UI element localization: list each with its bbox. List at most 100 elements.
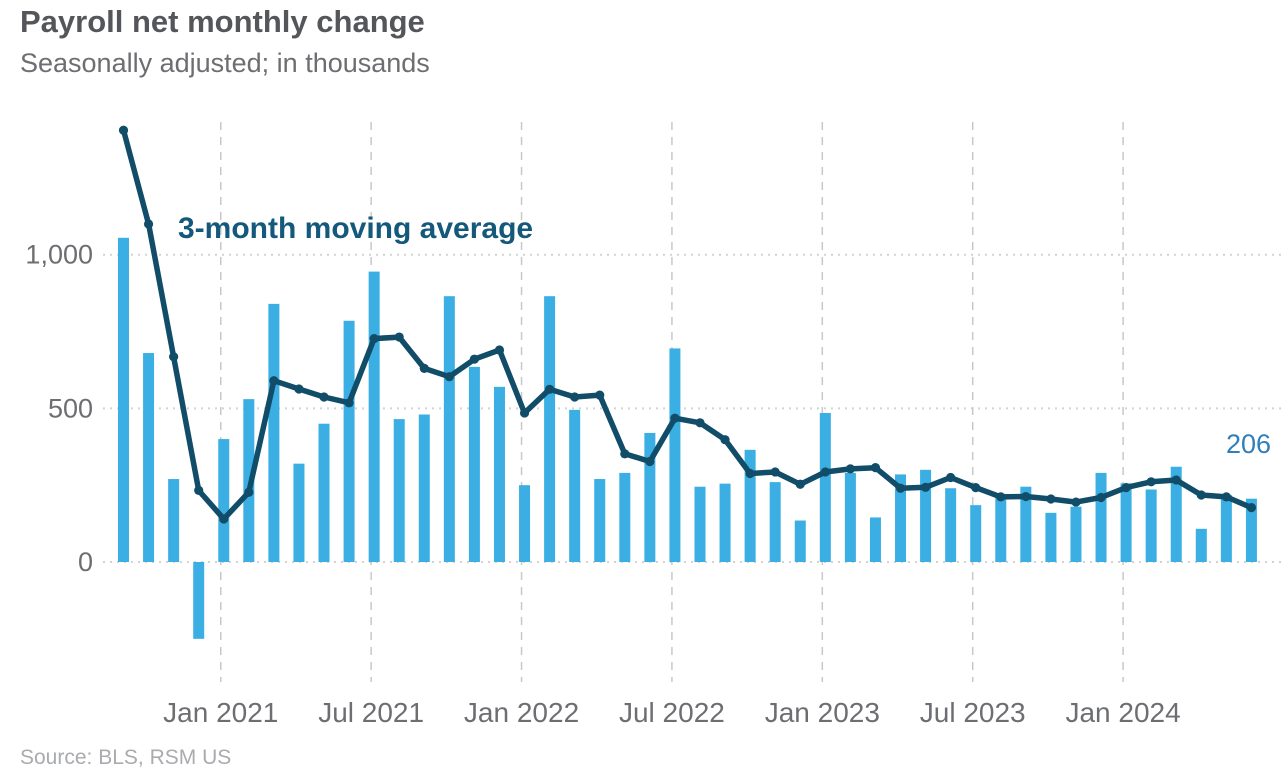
ma-point: [494, 345, 505, 355]
ma-point: [1146, 477, 1156, 487]
bar: [694, 486, 706, 562]
bar: [970, 505, 982, 562]
bar: [844, 472, 856, 562]
bar: [393, 419, 405, 562]
page-title: Payroll net monthly change: [20, 4, 425, 39]
moving-average-annotation: 3-month moving average: [178, 212, 534, 245]
ma-point: [118, 125, 129, 135]
ma-point: [895, 483, 906, 493]
bar: [569, 409, 581, 562]
ma-point: [444, 372, 454, 382]
bar: [118, 237, 129, 562]
ma-point: [670, 413, 680, 423]
bar: [493, 386, 505, 562]
bar: [468, 366, 480, 562]
ma-point: [946, 472, 956, 483]
ma-point: [570, 392, 580, 402]
ma-point: [971, 483, 981, 493]
ma-point: [369, 333, 379, 344]
ma-point: [519, 408, 530, 418]
ma-point: [745, 468, 755, 479]
ma-point: [269, 376, 279, 386]
bar: [368, 271, 380, 562]
bar: [619, 472, 631, 562]
ma-point: [394, 332, 404, 342]
bar: [544, 296, 556, 562]
x-tick-label: Jul 2023: [920, 697, 1026, 728]
bar: [318, 423, 330, 562]
page-subtitle: Seasonally adjusted; in thousands: [20, 48, 430, 78]
bar: [293, 463, 305, 562]
x-tick-label: Jan 2022: [464, 697, 579, 728]
ma-point: [770, 467, 780, 477]
bar: [819, 412, 831, 562]
bar: [744, 449, 756, 562]
ma-point: [294, 384, 304, 394]
ma-point: [720, 435, 730, 445]
ma-point: [419, 363, 429, 374]
bar: [218, 439, 230, 562]
bar: [644, 432, 656, 562]
y-tick-label: 500: [48, 393, 93, 423]
ma-point: [1096, 492, 1106, 503]
bar: [945, 488, 957, 562]
source-note: Source: BLS, RSM US: [20, 746, 232, 769]
bar: [1095, 472, 1107, 562]
ma-point: [595, 390, 605, 400]
bar: [1145, 489, 1157, 562]
ma-point: [620, 449, 630, 459]
ma-point: [1221, 492, 1231, 502]
ma-point: [645, 456, 655, 467]
ma-point: [996, 492, 1006, 502]
ma-point: [194, 485, 204, 495]
ma-point: [1121, 483, 1131, 493]
bar: [669, 348, 681, 562]
bar: [1120, 483, 1132, 562]
bar: [995, 497, 1007, 562]
ma-point: [344, 398, 354, 408]
bar: [1070, 506, 1082, 562]
bar: [594, 479, 606, 562]
ma-point: [1196, 490, 1206, 500]
bar: [920, 469, 932, 562]
ma-point: [1071, 497, 1081, 507]
bar: [519, 485, 531, 562]
ma-point: [820, 467, 830, 477]
ma-point: [920, 482, 931, 492]
bar: [1020, 486, 1032, 562]
ma-point: [469, 354, 480, 364]
bar: [794, 520, 806, 562]
ma-point: [1021, 491, 1031, 502]
x-tick-label: Jan 2024: [1065, 697, 1180, 728]
ma-point: [143, 219, 154, 229]
bar: [769, 482, 781, 562]
x-tick-label: Jul 2022: [619, 697, 725, 728]
x-tick-label: Jul 2021: [318, 697, 424, 728]
ma-point: [795, 479, 805, 489]
x-tick-label: Jan 2021: [163, 697, 278, 728]
bar: [193, 562, 205, 639]
bar: [719, 483, 731, 562]
ma-point: [244, 487, 254, 497]
y-tick-label: 0: [78, 547, 93, 577]
bar: [895, 474, 907, 562]
y-tick-label: 1,000: [25, 240, 93, 270]
bar: [168, 479, 180, 562]
bar: [443, 296, 455, 562]
ma-point: [1246, 503, 1257, 513]
ma-point: [545, 384, 555, 394]
bar: [1045, 512, 1057, 562]
last-value-label: 206: [1226, 429, 1272, 459]
bar: [1195, 528, 1207, 562]
ma-line: [120, 127, 1255, 522]
ma-point: [219, 514, 229, 524]
bar: [268, 303, 280, 562]
ma-point: [870, 463, 881, 473]
bar: [869, 517, 881, 562]
ma-point: [319, 392, 329, 402]
ma-point: [1171, 475, 1181, 485]
bar: [343, 320, 355, 562]
bar: [418, 414, 430, 562]
ma-point: [695, 418, 705, 428]
